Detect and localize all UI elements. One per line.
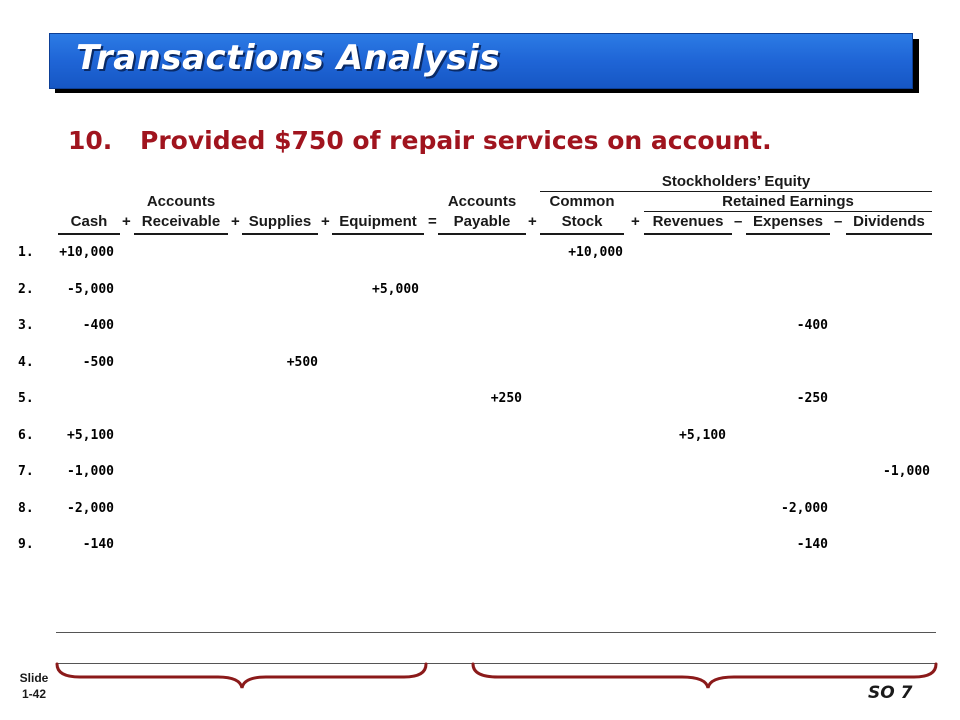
row-number: 9. <box>18 537 34 552</box>
col-equipment: Equipment <box>339 213 417 230</box>
transaction-heading: 10. Provided $750 of repair services on a… <box>68 126 772 155</box>
row-number: 1. <box>18 245 34 260</box>
title-banner: Transactions Analysis <box>49 33 913 89</box>
col-revenues-rule <box>644 233 732 235</box>
cell-supplies: +500 <box>286 355 318 370</box>
operator-plus: + <box>122 213 131 230</box>
stockholders-equity-rule <box>540 191 932 192</box>
col-top-receivable: Accounts <box>146 193 216 210</box>
operator-plus: + <box>231 213 240 230</box>
operator-plus: + <box>528 213 537 230</box>
col-expenses-rule <box>746 233 830 235</box>
cell-revenues: +5,100 <box>679 428 726 443</box>
cell-expenses: -250 <box>796 391 828 406</box>
row-number: 3. <box>18 318 34 333</box>
col-dividends: Dividends <box>853 213 925 230</box>
col-top-payable: Accounts <box>447 193 517 210</box>
operator-equals: = <box>428 213 437 230</box>
retained-earnings-rule <box>644 211 932 212</box>
col-payable: Payable <box>453 213 511 230</box>
cell-cash: -1,000 <box>67 464 114 479</box>
total-line-top <box>56 632 936 633</box>
col-receivable-rule <box>134 233 228 235</box>
col-payable-rule <box>438 233 526 235</box>
col-cash-rule <box>58 233 120 235</box>
cell-cash: -5,000 <box>67 282 114 297</box>
row-number: 8. <box>18 501 34 516</box>
operator-minus: – <box>734 213 743 230</box>
transaction-number: 10. <box>68 126 113 155</box>
total-line-bottom <box>56 663 936 664</box>
cell-cash: -400 <box>82 318 114 333</box>
col-stock-rule <box>540 233 624 235</box>
row-number: 4. <box>18 355 34 370</box>
slide-label-text: Slide <box>19 671 49 685</box>
col-supplies-rule <box>242 233 318 235</box>
col-supplies: Supplies <box>248 213 312 230</box>
col-revenues: Revenues <box>652 213 724 230</box>
cell-cash: -2,000 <box>67 501 114 516</box>
liabilities-equity-brace <box>471 662 938 689</box>
col-dividends-rule <box>846 233 932 235</box>
assets-brace <box>55 662 428 689</box>
cell-expenses: -400 <box>796 318 828 333</box>
stockholders-equity-label: Stockholders’ Equity <box>661 173 811 190</box>
slide-number: Slide 1-42 <box>14 670 54 702</box>
cell-stock: +10,000 <box>568 245 623 260</box>
transaction-description: Provided $750 of repair services on acco… <box>140 126 772 155</box>
operator-plus: + <box>631 213 640 230</box>
row-number: 5. <box>18 391 34 406</box>
slide-label-number: 1-42 <box>21 687 47 701</box>
retained-earnings-label: Retained Earnings <box>722 193 854 210</box>
cell-equipment: +5,000 <box>372 282 419 297</box>
row-number: 7. <box>18 464 34 479</box>
operator-minus: – <box>834 213 843 230</box>
cell-expenses: -140 <box>796 537 828 552</box>
study-objective-label: SO 7 <box>868 683 913 703</box>
col-receivable: Receivable <box>141 213 221 230</box>
cell-cash: -140 <box>82 537 114 552</box>
col-stock: Stock <box>561 213 603 230</box>
operator-plus: + <box>321 213 330 230</box>
row-number: 6. <box>18 428 34 443</box>
cell-cash: +10,000 <box>59 245 114 260</box>
cell-cash: -500 <box>82 355 114 370</box>
cell-ap: +250 <box>490 391 522 406</box>
col-equipment-rule <box>332 233 424 235</box>
col-cash: Cash <box>70 213 108 230</box>
page-title: Transactions Analysis <box>76 38 501 78</box>
col-top-stock: Common <box>549 193 615 210</box>
row-number: 2. <box>18 282 34 297</box>
col-expenses: Expenses <box>752 213 824 230</box>
cell-cash: +5,100 <box>67 428 114 443</box>
cell-expenses: -2,000 <box>781 501 828 516</box>
cell-dividends: -1,000 <box>883 464 930 479</box>
